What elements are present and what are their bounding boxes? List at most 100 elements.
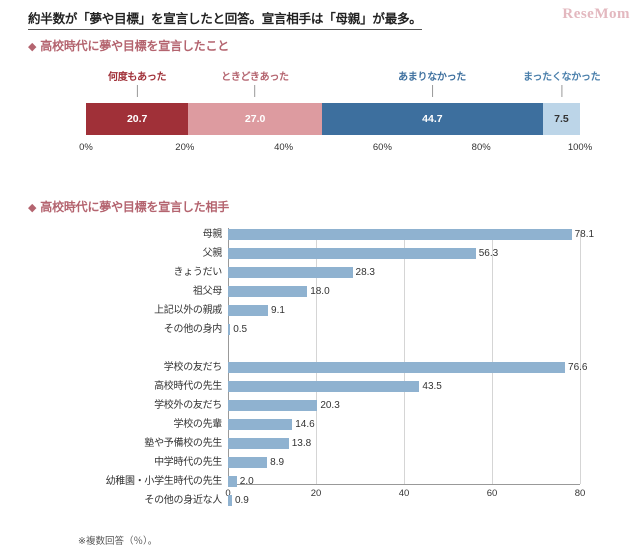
- stacked-bar-chart: 20.7 27.0 44.7 7.5: [86, 103, 580, 135]
- stack-label-2: あまりなかった: [398, 68, 466, 97]
- bar: [228, 381, 420, 392]
- bar: [228, 419, 293, 430]
- x-axis-baseline: [228, 484, 580, 485]
- bar-value-label: 13.8: [291, 438, 312, 449]
- leader-tick-1: [254, 85, 256, 97]
- bar-category-label: 塾や予備校の先生: [144, 438, 222, 449]
- bar-category-label: 高校時代の先生: [154, 381, 222, 392]
- bar: [228, 267, 353, 278]
- leader-tick-3: [561, 85, 563, 97]
- bar: [228, 438, 289, 449]
- bar-row: 学校外の友だち 20.3: [0, 399, 640, 412]
- stack-label-1: ときどきあった: [221, 68, 289, 97]
- hbar-xtick-1: 20: [310, 488, 322, 499]
- page-headline: 約半数が「夢や目標」を宣言したと回答。宣言相手は「母親」が最多。: [28, 8, 422, 30]
- bar-row: その他の身近な人 0.9: [0, 494, 640, 507]
- hbar-xtick-0: 0: [225, 488, 231, 499]
- bar-row: 父親 56.3: [0, 247, 640, 260]
- bar-category-label: 学校の先輩: [173, 419, 223, 430]
- stack-segment-value-3: 7.5: [554, 113, 569, 125]
- bar-category-label: きょうだい: [173, 267, 223, 278]
- section-title-1: ◆ 高校時代に夢や目標を宣言したこと: [28, 37, 229, 54]
- stacked-bar-legend: 何度もあった ときどきあった あまりなかった まったくなかった: [86, 68, 601, 102]
- diamond-icon: ◆: [28, 41, 37, 53]
- bar-category-label: 学校外の友だち: [154, 400, 222, 411]
- bar: [228, 495, 232, 506]
- bar-category-label: 幼稚園・小学生時代の先生: [105, 476, 223, 487]
- stack-xtick-3: 60%: [372, 142, 392, 153]
- bar-value-label: 28.3: [355, 267, 375, 278]
- bar-row: 学校の友だち 76.6: [0, 361, 640, 374]
- stack-label-0: 何度もあった: [108, 68, 167, 97]
- bar-value-label: 56.3: [478, 248, 499, 259]
- bar-row: 高校時代の先生 43.5: [0, 380, 640, 393]
- leader-tick-2: [431, 85, 433, 97]
- bar-row: 幼稚園・小学生時代の先生 2.0: [0, 475, 640, 488]
- bar-value-label: 8.9: [270, 457, 285, 468]
- bar: [228, 248, 476, 259]
- bar: [228, 400, 318, 411]
- stack-segment-3: 7.5: [542, 103, 580, 135]
- bar-row: 祖父母 18.0: [0, 285, 640, 298]
- bar-row: 上記以外の親戚 9.1: [0, 304, 640, 317]
- bar-category-label: 祖父母: [192, 286, 222, 297]
- bar-category-label: 父親: [202, 248, 223, 259]
- stack-segment-value-0: 20.7: [126, 113, 148, 125]
- gridline-4: [580, 232, 581, 484]
- bar-category-label: 上記以外の親戚: [154, 305, 222, 316]
- stack-segment-1: 27.0: [188, 103, 322, 135]
- bar-value-label: 2.0: [239, 476, 254, 487]
- bar-category-label: 学校の友だち: [163, 362, 223, 373]
- stacked-bar-x-axis: 0% 20% 40% 60% 80% 100%: [79, 137, 592, 157]
- bar-value-label: 78.1: [574, 229, 595, 240]
- bar-row: 母親 78.1: [0, 228, 640, 241]
- bar: [228, 305, 269, 316]
- bar-value-label: 0.5: [233, 324, 248, 335]
- horizontal-bar-x-axis: 0 20 40 60 80: [225, 232, 585, 506]
- bar-value-label: 20.3: [320, 400, 340, 411]
- bar-category-label: その他の身近な人: [144, 495, 222, 506]
- hbar-xtick-4: 80: [574, 488, 586, 499]
- bar-value-label: 18.0: [310, 286, 330, 297]
- stack-xtick-1: 20%: [175, 142, 195, 153]
- bar: [228, 324, 231, 335]
- bar-value-label: 0.9: [234, 495, 249, 506]
- y-axis-line: [228, 228, 229, 484]
- bar-category-label: その他の身内: [163, 324, 223, 335]
- gridline-3: [492, 232, 493, 484]
- stack-segment-2: 44.7: [321, 103, 543, 135]
- bar-row: 学校の先輩 14.6: [0, 418, 640, 431]
- bar: [228, 362, 566, 373]
- stack-xtick-2: 40%: [274, 142, 294, 153]
- bar-row: 中学時代の先生 8.9: [0, 456, 640, 469]
- chart-footnote: ※複数回答（％）。: [78, 536, 158, 547]
- gridline-1: [316, 232, 317, 484]
- bar: [228, 457, 268, 468]
- diamond-icon-2: ◆: [28, 202, 37, 214]
- watermark: ReseMom: [562, 6, 630, 22]
- bar: [228, 229, 572, 240]
- bar-value-label: 76.6: [568, 362, 588, 373]
- bar: [228, 476, 237, 487]
- bar-value-label: 43.5: [422, 381, 442, 392]
- leader-tick-0: [136, 85, 138, 97]
- section-2-label: 高校時代に夢や目標を宣言した相手: [40, 200, 230, 214]
- stack-xtick-4: 80%: [471, 142, 491, 153]
- stack-segment-value-2: 44.7: [422, 113, 443, 125]
- hbar-xtick-2: 40: [398, 488, 410, 499]
- stack-segment-value-1: 27.0: [244, 113, 266, 125]
- gridline-2: [404, 232, 405, 484]
- stacked-bar-track: 20.7 27.0 44.7 7.5: [86, 103, 580, 135]
- bar: [228, 286, 308, 297]
- bar-row: 塾や予備校の先生 13.8: [0, 437, 640, 450]
- bar-row: きょうだい 28.3: [0, 266, 640, 279]
- stack-xtick-0: 0%: [79, 142, 93, 153]
- bar-category-label: 中学時代の先生: [154, 457, 222, 468]
- stack-segment-0: 20.7: [86, 103, 189, 135]
- bar-value-label: 9.1: [271, 305, 285, 316]
- bar-category-label: 母親: [202, 229, 223, 240]
- stack-label-3: まったくなかった: [523, 68, 601, 97]
- stack-xtick-5: 100%: [567, 142, 593, 153]
- section-1-label: 高校時代に夢や目標を宣言したこと: [40, 39, 230, 53]
- bar-row: その他の身内 0.5: [0, 323, 640, 336]
